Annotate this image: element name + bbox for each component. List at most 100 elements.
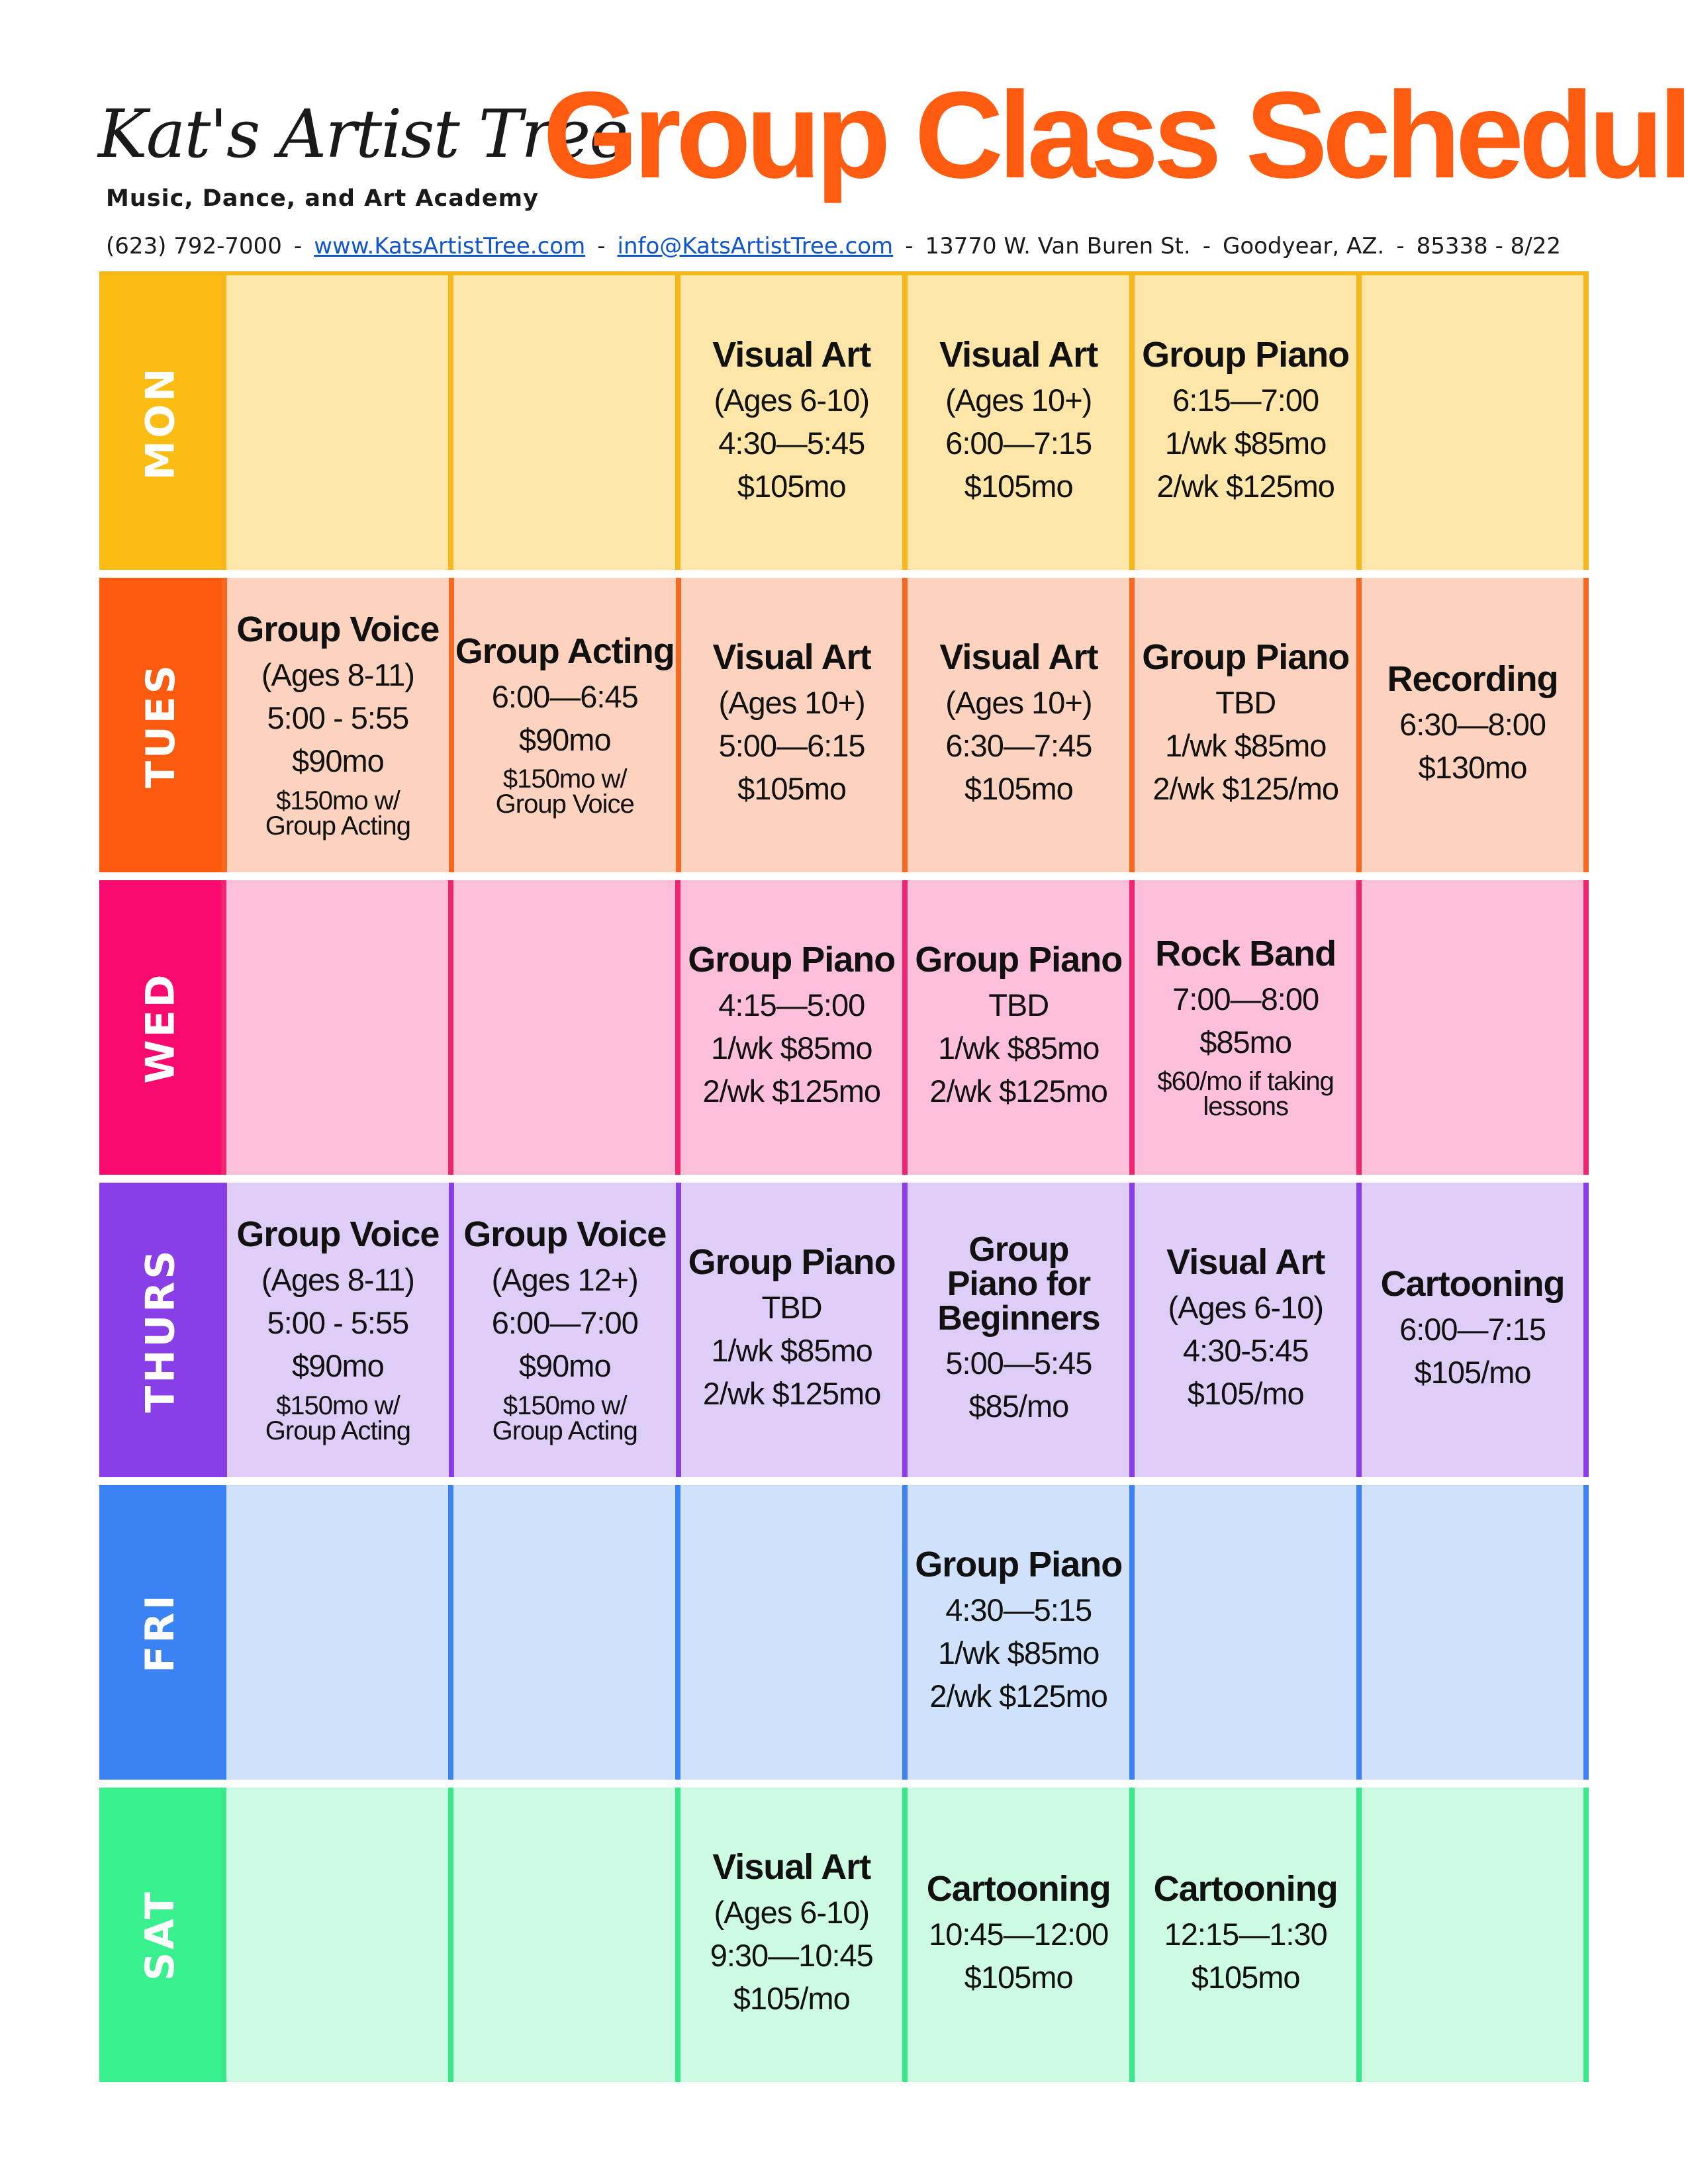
class-title: Group Piano: [1142, 637, 1350, 678]
grid-top-border: [99, 271, 1589, 275]
separator: -: [1396, 233, 1405, 259]
class-detail: $105mo: [1191, 1959, 1301, 1995]
day-label: MON: [137, 365, 184, 480]
separator: -: [597, 233, 606, 259]
class-detail: 5:00—6:15: [718, 728, 866, 764]
empty-cell: [1362, 1788, 1589, 2082]
class-detail: 6:00—7:15: [945, 426, 1092, 461]
class-cell: Visual Art (Ages 6-10) 4:30-5:45 $105/mo: [1135, 1183, 1362, 1477]
empty-cell: [221, 880, 454, 1175]
row-divider: [99, 874, 1589, 878]
class-detail: $105mo: [964, 770, 1074, 806]
class-detail: 1/wk $85mo: [711, 1030, 872, 1066]
class-detail: 1/wk $85mo: [1164, 426, 1327, 461]
city: Goodyear, AZ.: [1222, 233, 1385, 259]
class-title: Group Piano: [688, 940, 896, 980]
separator: -: [293, 233, 303, 259]
class-detail: 1/wk $85mo: [1165, 728, 1327, 764]
class-title: Group Voice: [236, 1214, 440, 1255]
zip-date: 85338 - 8/22: [1416, 233, 1562, 259]
empty-cell: [221, 275, 454, 570]
separator: -: [1202, 233, 1211, 259]
page-title: Group Class Schedule: [543, 67, 1688, 204]
day-label: FRI: [137, 1592, 184, 1673]
class-detail: $105mo: [964, 468, 1074, 504]
day-header: THURS: [99, 1183, 222, 1477]
class-cell: Cartooning 12:15—1:30 $105mo: [1135, 1788, 1362, 2082]
address: 13770 W. Van Buren St.: [925, 233, 1191, 259]
class-cell: Visual Art (Ages 10+) 6:00—7:15 $105mo: [908, 275, 1135, 570]
class-detail: 2/wk $125mo: [929, 1678, 1108, 1713]
class-cell: Group Piano TBD 1/wk $85mo 2/wk $125/mo: [1135, 578, 1362, 872]
class-title: Group Piano: [1142, 335, 1350, 375]
class-detail: 4:15—5:00: [718, 987, 865, 1023]
class-detail: 1/wk $85mo: [937, 1030, 1100, 1066]
class-detail: 12:15—1:30: [1164, 1916, 1328, 1952]
class-cell: Recording 6:30—8:00 $130mo: [1362, 578, 1589, 872]
class-detail: $85mo: [1199, 1024, 1292, 1060]
class-detail: (Ages 8-11): [261, 1262, 415, 1298]
class-detail: 10:45—12:00: [929, 1916, 1109, 1952]
class-cell: Visual Art (Ages 10+) 5:00—6:15 $105mo: [680, 578, 908, 872]
class-title: Group Piano: [915, 940, 1123, 980]
class-title: Recording: [1387, 659, 1559, 699]
class-title: Visual Art: [712, 1847, 871, 1888]
class-detail: $105/mo: [733, 1980, 851, 2016]
class-cell: Group Piano 6:15—7:00 1/wk $85mo 2/wk $125m…: [1135, 275, 1362, 570]
class-detail: 6:30—7:45: [945, 728, 1092, 764]
class-detail: (Ages 12+): [491, 1262, 639, 1298]
class-detail: $105mo: [964, 1959, 1074, 1995]
class-note: $60/mo if taking lessons: [1157, 1067, 1334, 1122]
class-note: $150mo w/ Group Acting: [265, 1390, 411, 1445]
class-detail: $105mo: [737, 468, 847, 504]
class-detail: 2/wk $125/mo: [1152, 770, 1339, 806]
empty-cell: [453, 1485, 681, 1780]
empty-cell: [453, 275, 681, 570]
class-detail: 6:00—7:15: [1399, 1311, 1546, 1347]
day-label: TUES: [137, 662, 184, 788]
empty-cell: [221, 1788, 454, 2082]
class-detail: (Ages 6-10): [714, 1895, 870, 1931]
class-detail: (Ages 6-10): [714, 383, 870, 418]
class-detail: 1/wk $85mo: [711, 1333, 872, 1369]
class-detail: 2/wk $125mo: [1156, 468, 1335, 504]
empty-cell: [680, 1485, 908, 1780]
class-note: $150mo w/ Group Acting: [492, 1390, 638, 1445]
class-title: Group Piano: [688, 1242, 896, 1283]
website-link[interactable]: www.KatsArtistTree.com: [314, 233, 586, 259]
class-detail: $105mo: [737, 770, 847, 806]
day-row-wed: WED Group Piano 4:15—5:00 1/wk $85mo 2/wk $1…: [99, 880, 1589, 1175]
class-detail: 6:15—7:00: [1172, 383, 1319, 418]
class-detail: $90mo: [518, 1347, 612, 1383]
class-detail: (Ages 6-10): [1168, 1290, 1324, 1326]
class-detail: TBD: [761, 1290, 823, 1326]
class-detail: 2/wk $125mo: [702, 1375, 882, 1411]
class-detail: 6:00—7:00: [491, 1305, 639, 1341]
schedule-grid: MON Visual Art (Ages 6-10) 4:30—5:45 $105mo V…: [99, 271, 1589, 2082]
class-detail: $105/mo: [1414, 1354, 1532, 1390]
contact-bar: (623) 792-7000 - www.KatsArtistTree.com …: [106, 233, 1589, 259]
class-detail: 2/wk $125mo: [929, 1073, 1108, 1109]
class-detail: (Ages 8-11): [261, 657, 415, 693]
logo-tagline: Music, Dance, and Art Academy: [106, 185, 539, 212]
row-divider: [99, 1782, 1589, 1786]
day-label: SAT: [137, 1889, 184, 1981]
class-detail: 7:00—8:00: [1172, 981, 1319, 1017]
class-detail: $90mo: [292, 743, 385, 778]
class-title: Cartooning: [1153, 1868, 1338, 1909]
empty-cell: [453, 880, 681, 1175]
class-detail: 1/wk $85mo: [937, 1635, 1100, 1671]
class-detail: TBD: [988, 987, 1049, 1023]
class-title: Cartooning: [1380, 1263, 1566, 1304]
class-title: Visual Art: [939, 637, 1098, 678]
empty-cell: [221, 1485, 454, 1780]
day-label: THURS: [137, 1247, 184, 1413]
class-detail: (Ages 10+): [718, 685, 865, 721]
day-row-mon: MON Visual Art (Ages 6-10) 4:30—5:45 $105mo V…: [99, 275, 1589, 570]
email-link[interactable]: info@KatsArtistTree.com: [617, 233, 894, 259]
phone: (623) 792-7000: [106, 233, 282, 259]
class-title: Visual Art: [939, 335, 1098, 375]
day-header: SAT: [99, 1788, 222, 2082]
class-cell: Group Voice (Ages 8-11) 5:00 - 5:55 $90mo $1…: [222, 1183, 454, 1477]
empty-cell: [1135, 1485, 1362, 1780]
